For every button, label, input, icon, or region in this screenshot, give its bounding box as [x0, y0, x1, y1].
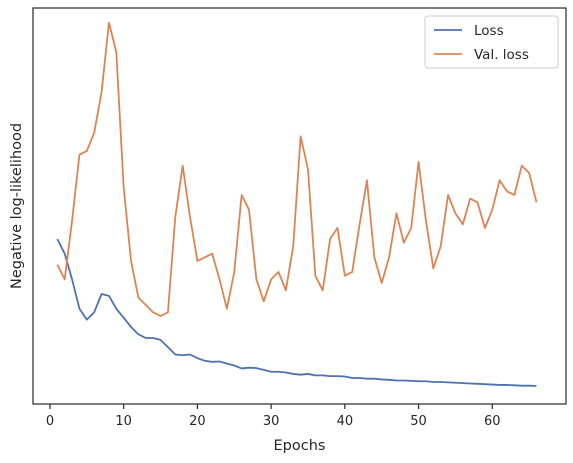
series-line-loss — [56, 238, 537, 387]
series-line-val-loss — [56, 21, 538, 317]
x-tick-label: 20 — [189, 414, 206, 429]
plot-background — [33, 8, 566, 404]
x-tick-label: 40 — [337, 414, 354, 429]
legend-label-val-loss: Val. loss — [474, 47, 529, 63]
series-layer — [56, 21, 538, 387]
x-tick-label: 50 — [410, 414, 427, 429]
x-axis-label: Epochs — [274, 438, 326, 454]
legend: Loss Val. loss — [424, 15, 559, 69]
x-tick-label: 60 — [484, 414, 501, 429]
x-tick-label: 30 — [263, 414, 280, 429]
legend-label-loss: Loss — [474, 23, 504, 39]
plot-frame — [32, 7, 567, 405]
y-axis-label: Negative log-likelihood — [9, 123, 25, 289]
x-axis-ticks: 0 10 20 30 40 50 60 — [46, 404, 501, 429]
legend-box — [424, 15, 559, 69]
x-tick-label: 10 — [115, 414, 132, 429]
x-tick-label: 0 — [46, 414, 54, 429]
